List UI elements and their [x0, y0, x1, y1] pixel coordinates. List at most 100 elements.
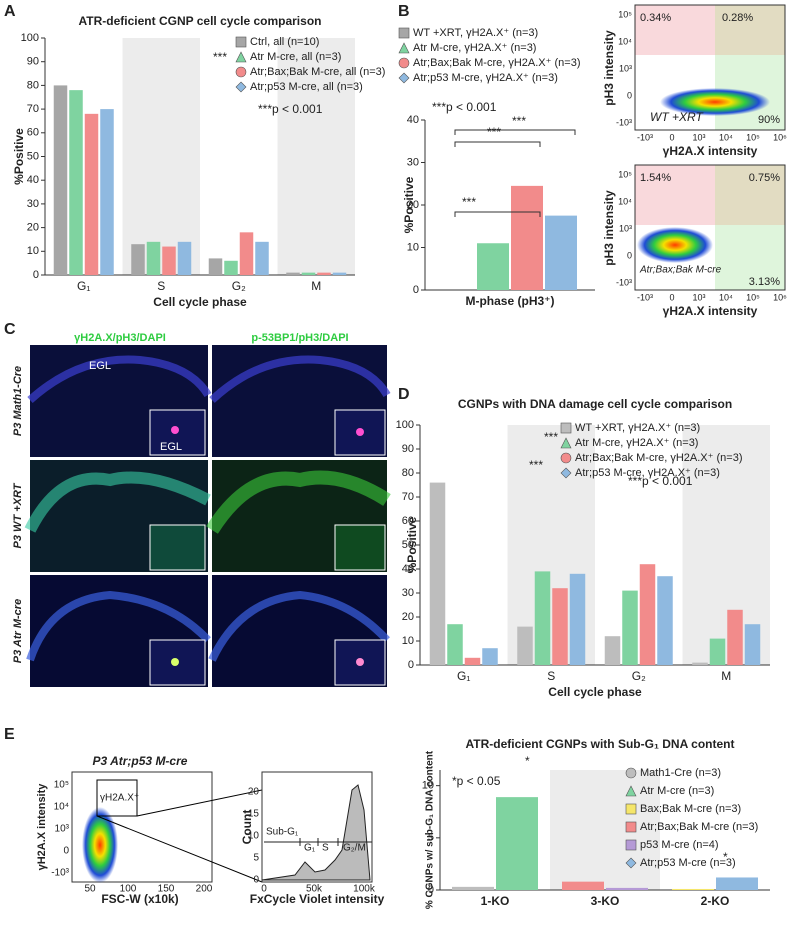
flow-x-tick: 50 [84, 884, 96, 895]
annotation: *** [544, 430, 558, 444]
bar [709, 638, 726, 665]
annotation: * [525, 754, 530, 768]
legend-marker [235, 81, 247, 93]
panel-letter: A [4, 3, 16, 20]
bar [477, 243, 509, 290]
y-tick-label: 70 [27, 103, 39, 115]
legend-marker [625, 803, 637, 815]
legend-label: Atr;p53 M-cre, γH2A.X⁺ (n=3) [575, 467, 720, 479]
annotation: ***p < 0.001 [258, 102, 323, 116]
y-tick-label: 80 [402, 467, 414, 479]
panel-letter: D [398, 386, 410, 403]
bar [744, 624, 761, 665]
bar [692, 662, 708, 665]
y-tick-label: 100 [21, 32, 39, 44]
annotation: *** [213, 50, 227, 64]
bar [482, 648, 498, 665]
annotation: *** [512, 114, 526, 128]
flow-y-label: pH3 intensity [602, 30, 616, 106]
gate-label: G₁ [304, 843, 316, 854]
hist-y-tick: 10 [248, 831, 260, 842]
bar [255, 241, 269, 275]
bar [452, 886, 494, 890]
hist-x-tick: 50k [306, 884, 323, 895]
legend-label: Atr M-cre, γH2A.X⁺ (n=3) [413, 42, 536, 54]
annotation: ***p < 0.001 [432, 100, 497, 114]
bar [429, 482, 446, 665]
bar [639, 564, 656, 665]
x-tick-label: 3-KO [591, 894, 620, 908]
bar [552, 588, 568, 665]
gate-lines [264, 838, 372, 846]
y-tick-label: 80 [27, 79, 39, 91]
hist-x-label: FxCycle Violet intensity [250, 892, 385, 906]
band-shade [277, 38, 355, 275]
y-tick-label: 30 [402, 587, 414, 599]
x-tick-label: M [311, 279, 321, 293]
gate-label: G₂/M [343, 843, 366, 854]
flow-x-tick: 10⁶ [773, 292, 787, 302]
hist-y-tick: 0 [253, 875, 259, 886]
legend-marker [625, 857, 637, 869]
legend-label: Atr;Bax;Bak M-cre, γH2A.X⁺ (n=3) [413, 57, 581, 69]
column-label: p-53BP1/pH3/DAPI [251, 332, 348, 344]
flow-x-tick: 10⁴ [719, 132, 733, 142]
legend-marker [560, 467, 572, 479]
bar [447, 624, 463, 665]
y-axis-label: %Positive [405, 516, 419, 573]
flow-y-tick: 0 [627, 90, 632, 100]
y-tick-label: 0 [428, 884, 434, 896]
chart-title: ATR-deficient CGNPs with Sub-G₁ DNA cont… [466, 737, 735, 751]
quadrant-label: 0.75% [749, 172, 780, 184]
bar [569, 573, 586, 665]
bar [332, 272, 347, 275]
row-label: P3 Math1-Cre [12, 366, 24, 436]
x-axis-label: Cell cycle phase [153, 295, 247, 309]
bar [301, 272, 316, 275]
bar [672, 888, 714, 890]
flow-x-label: γH2A.X intensity [663, 144, 758, 158]
micro-label: EGL [160, 441, 182, 453]
flow-y-tick: 10³ [619, 63, 632, 73]
flow-y-tick: -10³ [616, 277, 632, 287]
hist-y-label: Count [240, 810, 254, 845]
annotation: ***p < 0.001 [628, 474, 693, 488]
panel-letter: E [4, 726, 15, 743]
y-tick-label: 40 [407, 114, 419, 126]
legend-label: WT +XRT, γH2A.X⁺ (n=3) [413, 27, 538, 39]
bar [657, 576, 673, 665]
y-tick-label: 20 [407, 199, 419, 211]
bar [131, 244, 145, 275]
legend-marker [398, 57, 410, 69]
flow-y-label: γH2A.X intensity [36, 783, 48, 871]
flow-y-tick: 10⁴ [618, 196, 632, 206]
legend-label: Atr M-cre, all (n=3) [250, 51, 341, 63]
bar [84, 113, 99, 275]
legend-marker [560, 452, 572, 464]
panel-letter: C [4, 321, 16, 338]
gate-label: Sub-G₁ [266, 827, 299, 838]
bar [727, 609, 743, 665]
panel-letter: B [398, 3, 410, 20]
annotation: * [723, 850, 728, 864]
legend-label: Atr;Bax;Bak M-cre, γH2A.X⁺ (n=3) [575, 452, 743, 464]
legend-marker [235, 66, 247, 78]
flow-x-tick: -10³ [637, 132, 653, 142]
flow-y-tick: 10⁴ [54, 802, 69, 813]
y-tick-label: 5 [428, 832, 434, 844]
bar [177, 241, 192, 275]
sig-bracket [454, 129, 576, 135]
y-tick-label: 60 [27, 127, 39, 139]
flow-y-tick: -10³ [51, 868, 69, 879]
hist-y-tick: 15 [248, 809, 260, 820]
band-shade [550, 770, 660, 890]
flow-y-tick: 10⁵ [618, 169, 632, 179]
y-tick-label: 10 [27, 245, 39, 257]
quadrant-label: 3.13% [749, 276, 780, 288]
bar [517, 626, 533, 665]
y-tick-label: 90 [27, 56, 39, 68]
y-tick-label: 0 [33, 269, 39, 281]
bar [208, 258, 223, 275]
y-axis-label: %Positive [402, 176, 416, 233]
